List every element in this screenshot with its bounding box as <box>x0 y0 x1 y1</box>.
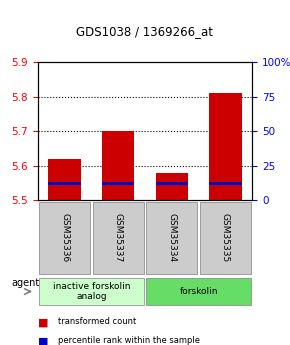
Bar <box>209 93 242 200</box>
Text: forskolin: forskolin <box>180 287 218 296</box>
Text: GSM35337: GSM35337 <box>114 214 123 263</box>
Bar <box>102 182 134 185</box>
Bar <box>48 182 81 185</box>
Text: agent: agent <box>12 278 40 288</box>
Text: percentile rank within the sample: percentile rank within the sample <box>58 336 200 345</box>
Text: GSM35336: GSM35336 <box>60 214 69 263</box>
Bar <box>102 131 134 200</box>
Text: ■: ■ <box>38 317 48 327</box>
Text: ■: ■ <box>38 336 48 345</box>
Bar <box>156 172 188 200</box>
Bar <box>209 182 242 185</box>
Text: GSM35334: GSM35334 <box>167 214 176 263</box>
Bar <box>48 159 81 200</box>
Text: inactive forskolin
analog: inactive forskolin analog <box>52 282 130 301</box>
Text: GDS1038 / 1369266_at: GDS1038 / 1369266_at <box>77 25 213 38</box>
Text: transformed count: transformed count <box>58 317 136 326</box>
Bar <box>156 182 188 185</box>
Text: GSM35335: GSM35335 <box>221 214 230 263</box>
